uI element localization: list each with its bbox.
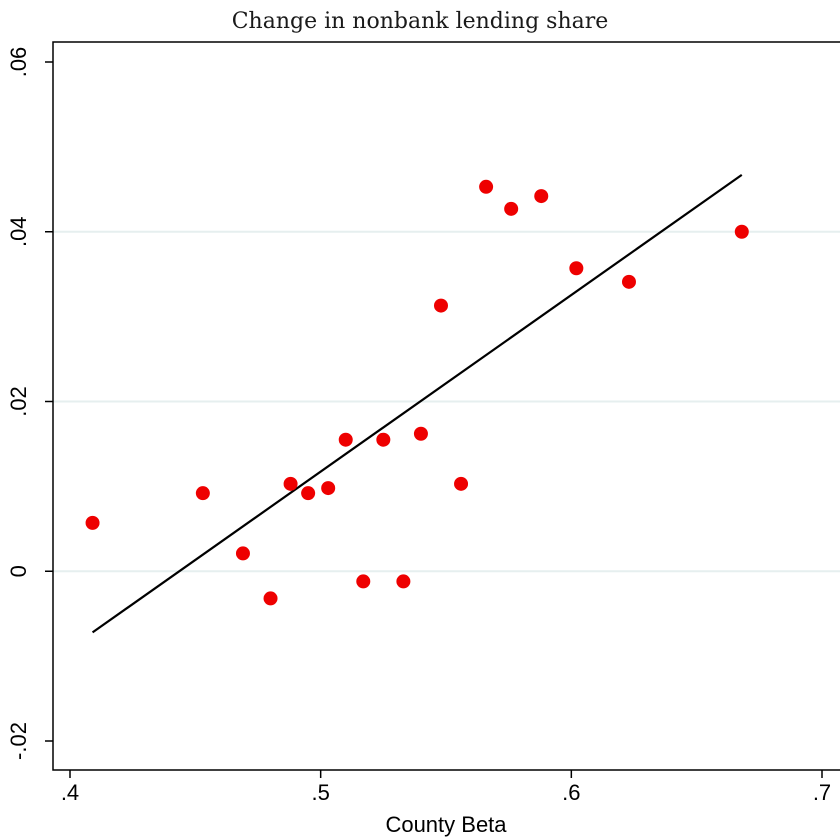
chart-title: Change in nonbank lending share: [232, 9, 609, 34]
data-point: [85, 515, 100, 530]
y-tick-label: .06: [6, 47, 31, 78]
x-tick-label: .7: [813, 780, 831, 805]
plot-frame: [52, 41, 840, 771]
data-point: [283, 476, 298, 491]
data-point: [454, 476, 469, 491]
data-point: [433, 298, 448, 313]
data-point: [734, 224, 749, 239]
y-tick-label: .04: [6, 216, 31, 247]
x-tick-label: .6: [562, 780, 580, 805]
y-tick-label: 0: [6, 565, 31, 577]
data-point: [504, 201, 519, 216]
data-points: [85, 179, 749, 606]
x-tick-label: .5: [311, 780, 329, 805]
data-point: [356, 574, 371, 589]
data-point: [338, 432, 353, 447]
fit-line: [91, 173, 743, 634]
axes: -.02 0 .02 .04 .06 .4 .5 .6 .7: [6, 47, 831, 805]
data-point: [569, 261, 584, 276]
grid-lines: [53, 230, 840, 573]
data-point: [195, 486, 210, 501]
data-point: [396, 574, 411, 589]
data-point: [235, 546, 250, 561]
fit-line-layer: [91, 173, 743, 634]
y-tick-label: .02: [6, 386, 31, 417]
data-point: [534, 189, 549, 204]
data-point: [376, 432, 391, 447]
data-point: [263, 591, 278, 606]
x-axis-label: County Beta: [385, 812, 507, 837]
data-point: [479, 179, 494, 194]
data-point: [621, 274, 636, 289]
x-tick-label: .4: [61, 780, 79, 805]
y-tick-label: -.02: [6, 722, 31, 760]
data-point: [301, 486, 316, 501]
data-point: [413, 426, 428, 441]
data-point: [321, 481, 336, 496]
